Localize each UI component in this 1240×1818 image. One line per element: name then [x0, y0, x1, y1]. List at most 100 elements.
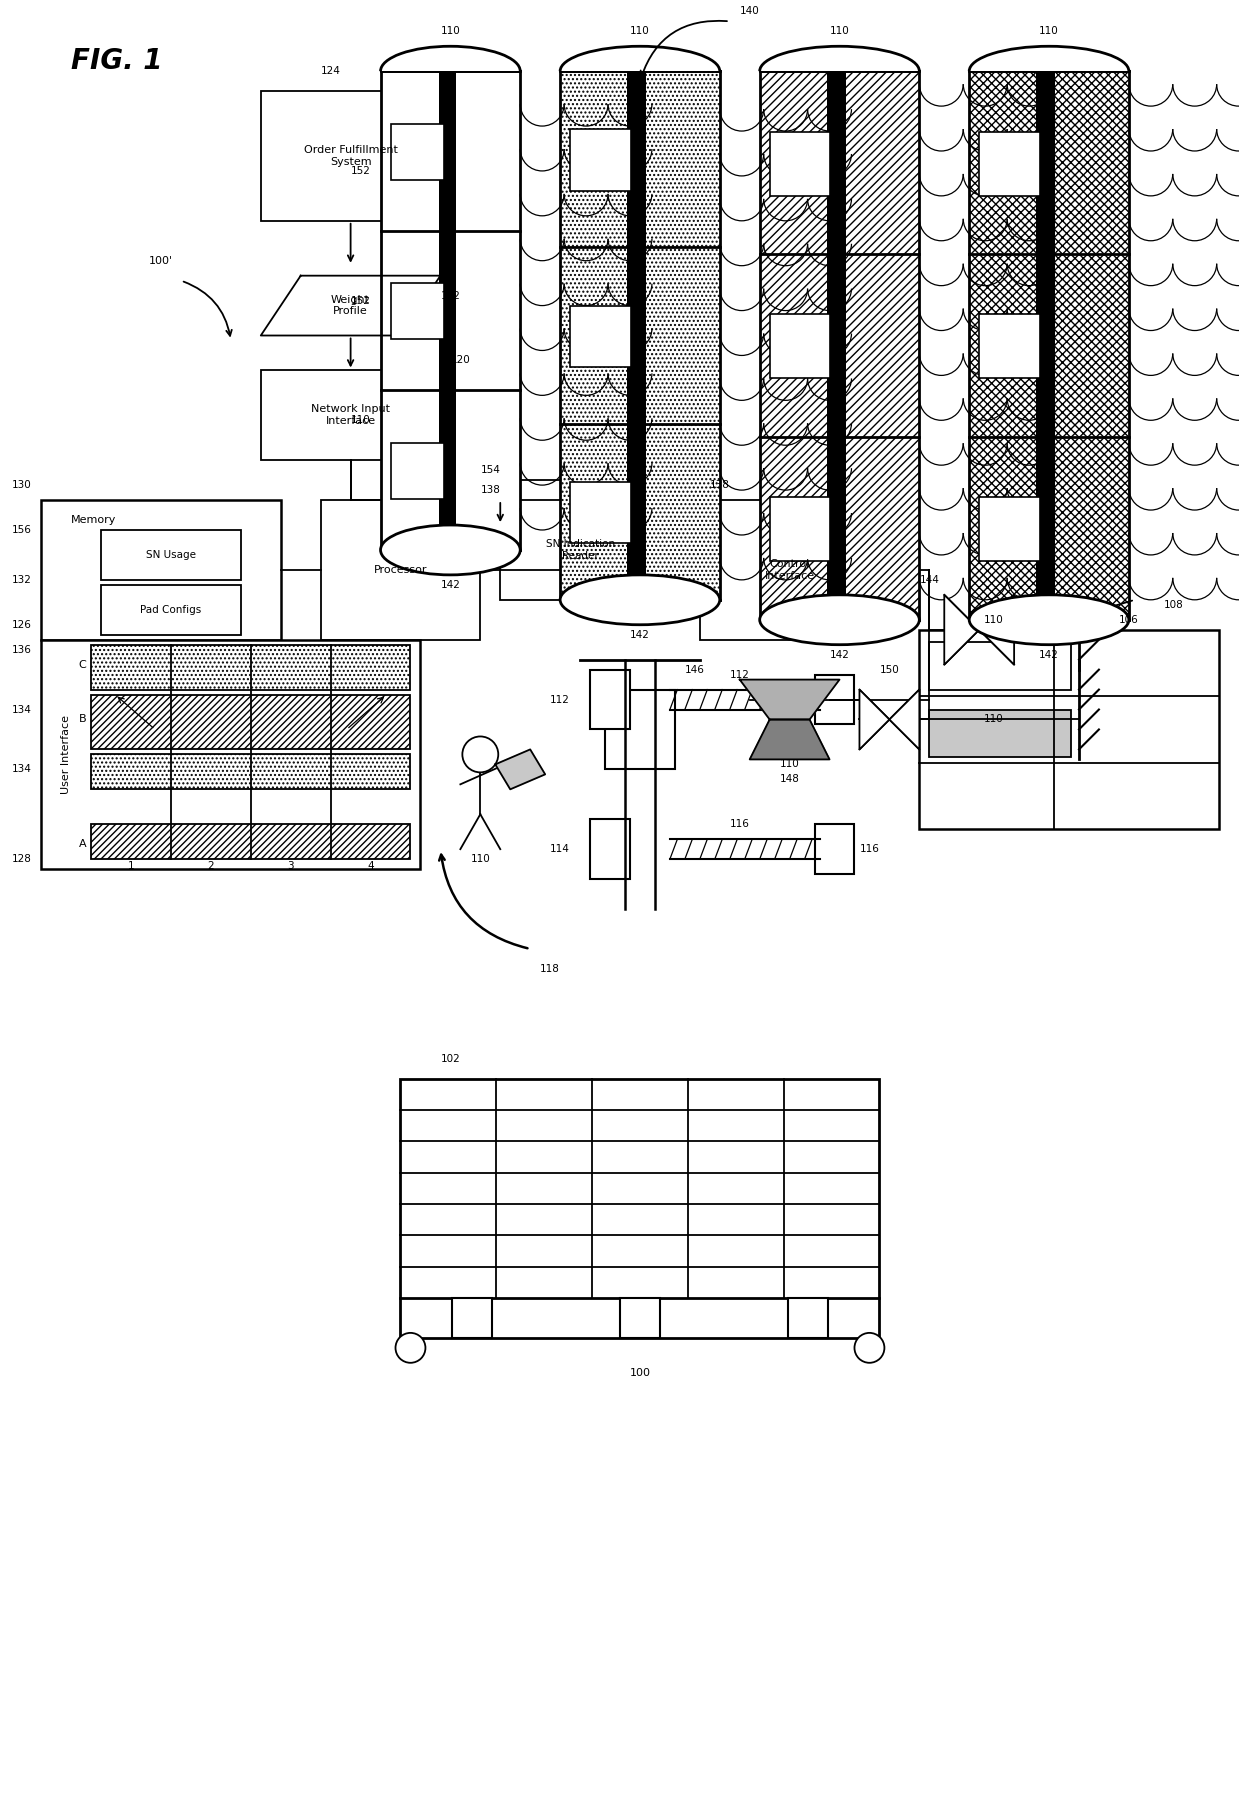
- Bar: [570, 129, 631, 191]
- Text: Weight
Profile: Weight Profile: [331, 295, 370, 316]
- Polygon shape: [945, 594, 980, 665]
- Bar: [760, 42, 919, 71]
- Text: 100: 100: [630, 1367, 651, 1378]
- Text: 116: 116: [859, 844, 879, 854]
- Polygon shape: [750, 720, 830, 760]
- Text: 112: 112: [551, 694, 570, 705]
- Bar: [980, 498, 1040, 562]
- Bar: [92, 645, 410, 689]
- Polygon shape: [495, 749, 546, 789]
- Bar: [391, 124, 444, 180]
- Text: 110: 110: [470, 854, 490, 864]
- Text: 144: 144: [919, 574, 939, 585]
- Text: 134: 134: [11, 705, 31, 714]
- Text: 112: 112: [730, 669, 750, 680]
- Bar: [41, 500, 280, 640]
- Ellipse shape: [560, 574, 719, 625]
- Bar: [41, 640, 420, 869]
- Text: 4: 4: [367, 862, 374, 871]
- Text: 3: 3: [288, 862, 294, 871]
- Text: 110: 110: [830, 25, 849, 36]
- Text: 142: 142: [1039, 649, 1059, 660]
- Text: 106: 106: [1118, 614, 1138, 625]
- Bar: [391, 444, 444, 498]
- Text: 148: 148: [780, 774, 800, 784]
- Text: 2: 2: [207, 862, 215, 871]
- Text: 120: 120: [450, 356, 470, 365]
- Bar: [92, 754, 410, 789]
- Bar: [980, 131, 1040, 196]
- Bar: [980, 315, 1040, 378]
- Text: SN Usage: SN Usage: [146, 549, 196, 560]
- Bar: [760, 71, 919, 620]
- Text: 142: 142: [830, 649, 849, 660]
- Bar: [827, 71, 846, 620]
- Bar: [260, 91, 440, 220]
- Text: FIG. 1: FIG. 1: [71, 47, 162, 75]
- Text: 108: 108: [1164, 600, 1184, 609]
- Text: 138: 138: [480, 485, 500, 494]
- Text: SN Indication
Reader: SN Indication Reader: [546, 540, 615, 560]
- Circle shape: [854, 1333, 884, 1364]
- Polygon shape: [889, 689, 919, 749]
- Text: 116: 116: [730, 820, 750, 829]
- Bar: [391, 284, 444, 340]
- Bar: [500, 500, 660, 600]
- Bar: [699, 500, 879, 640]
- Bar: [970, 71, 1128, 620]
- Bar: [919, 629, 1219, 829]
- Bar: [605, 689, 675, 769]
- Bar: [260, 371, 440, 460]
- Text: B: B: [78, 714, 87, 725]
- Text: Order Fulfillment
System: Order Fulfillment System: [304, 145, 398, 167]
- Text: 102: 102: [440, 1054, 460, 1064]
- Text: Memory: Memory: [71, 514, 117, 525]
- Polygon shape: [450, 531, 500, 569]
- Text: 110: 110: [985, 614, 1004, 625]
- Text: 152: 152: [351, 165, 371, 176]
- Circle shape: [463, 736, 498, 773]
- Bar: [770, 131, 831, 196]
- Bar: [590, 820, 630, 880]
- Ellipse shape: [381, 525, 521, 574]
- Text: 124: 124: [321, 65, 341, 76]
- Bar: [92, 824, 410, 860]
- Bar: [815, 824, 854, 874]
- Text: 152: 152: [351, 296, 371, 305]
- Text: Pad Configs: Pad Configs: [140, 605, 202, 614]
- Text: Control
Interface: Control Interface: [765, 560, 815, 580]
- Text: 110: 110: [351, 415, 371, 425]
- Polygon shape: [740, 680, 839, 720]
- Text: 110: 110: [985, 714, 1004, 725]
- Bar: [770, 498, 831, 562]
- Text: Processor: Processor: [373, 565, 428, 574]
- Text: A: A: [78, 840, 87, 849]
- Bar: [381, 42, 521, 71]
- Bar: [439, 71, 456, 551]
- Polygon shape: [260, 276, 440, 336]
- Text: 138: 138: [709, 480, 729, 491]
- Text: 146: 146: [684, 665, 704, 674]
- Polygon shape: [859, 689, 889, 749]
- Bar: [970, 42, 1128, 71]
- Text: 118: 118: [541, 964, 560, 974]
- Text: 110: 110: [1039, 25, 1059, 36]
- Bar: [929, 709, 1071, 758]
- Text: 1: 1: [128, 862, 134, 871]
- Text: 128: 128: [11, 854, 31, 864]
- Text: 142: 142: [440, 580, 460, 589]
- Text: 140: 140: [740, 5, 760, 16]
- Text: 136: 136: [11, 645, 31, 654]
- Bar: [815, 674, 854, 725]
- Text: 150: 150: [879, 665, 899, 674]
- Polygon shape: [980, 594, 1014, 665]
- Bar: [627, 71, 646, 600]
- Bar: [1037, 71, 1055, 620]
- Text: User Interface: User Interface: [61, 714, 71, 794]
- Text: 126: 126: [11, 620, 31, 629]
- Ellipse shape: [760, 594, 919, 645]
- Text: 110: 110: [780, 760, 800, 769]
- Bar: [92, 694, 410, 749]
- Bar: [102, 531, 241, 580]
- Text: 100': 100': [149, 256, 174, 265]
